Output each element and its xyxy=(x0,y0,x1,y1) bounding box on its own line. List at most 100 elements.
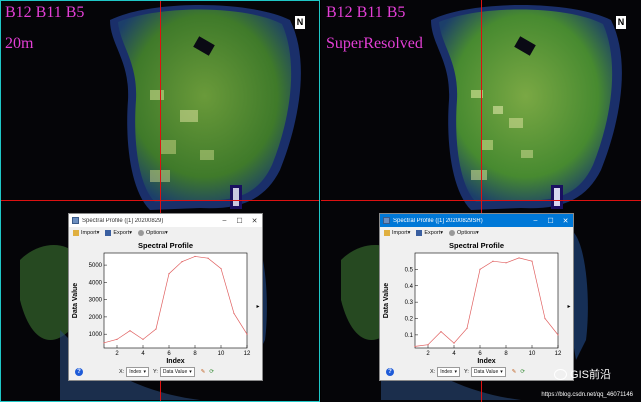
profile-point xyxy=(155,328,157,330)
profile-point xyxy=(220,267,222,270)
band-combination-label: B12 B11 B5 xyxy=(326,4,406,21)
profile-point xyxy=(103,342,105,344)
x-axis-prefix: X: xyxy=(430,369,436,375)
help-icon[interactable]: ? xyxy=(75,368,83,376)
profile-point xyxy=(453,342,455,344)
profile-point xyxy=(414,345,416,347)
band-combination-label: B12 B11 B5 xyxy=(5,4,85,21)
close-icon[interactable]: ✕ xyxy=(562,217,569,225)
wechat-watermark: GIS前沿 xyxy=(554,366,611,382)
export-label: Export▾ xyxy=(424,230,444,236)
x-axis-select[interactable]: Index ▾ xyxy=(126,367,149,377)
profile-series-line xyxy=(103,256,248,344)
pencil-icon[interactable]: ✎ xyxy=(511,369,517,375)
export-menu[interactable]: Export▾ xyxy=(105,230,132,236)
y-tick-label: 0.1 xyxy=(405,333,414,339)
profile-point xyxy=(207,257,209,259)
window-titlebar[interactable]: Spectral Profile ([1] 20200829) – ☐ ✕ xyxy=(69,214,262,227)
spectral-profile-window-right[interactable]: Spectral Profile ([1] 20200829SR) – ☐ ✕ … xyxy=(379,213,574,381)
y-tick-label: 3000 xyxy=(89,298,103,304)
import-label: Import▾ xyxy=(392,230,411,236)
minimize-icon[interactable]: – xyxy=(533,217,538,224)
close-icon[interactable]: ✕ xyxy=(251,217,258,225)
x-tick-label: 4 xyxy=(141,351,145,357)
plot-area xyxy=(414,252,559,349)
spectral-profile-plot[interactable]: 2 4 6 8 10 12 0.1 0.2 0.3 0.4 0.5 Index Data Value xyxy=(380,249,573,367)
y-tick-label: 0.2 xyxy=(405,317,414,323)
y-tick-label: 4000 xyxy=(89,280,103,286)
axis-selector-bar: ? X: Index ▾ Y: Data Value ▾ ✎ ⟳ xyxy=(69,366,262,378)
x-tick-label: 4 xyxy=(452,351,456,357)
help-icon[interactable]: ? xyxy=(386,368,394,376)
profile-point xyxy=(544,317,546,320)
refresh-icon[interactable]: ⟳ xyxy=(209,369,214,375)
x-tick-label: 6 xyxy=(167,351,171,357)
profile-point xyxy=(194,255,196,258)
options-label: Options▾ xyxy=(457,230,479,236)
url-watermark: https://blog.csdn.net/qq_46071146 xyxy=(541,392,633,398)
profile-point xyxy=(557,334,559,336)
export-menu[interactable]: Export▾ xyxy=(416,230,443,236)
y-axis-select[interactable]: Data Value ▾ xyxy=(470,367,506,377)
y-axis-prefix: Y: xyxy=(152,369,158,375)
window-title: Spectral Profile ([1] 20200829SR) xyxy=(393,217,483,224)
profile-point xyxy=(233,312,235,315)
y-select-value: Data Value xyxy=(162,369,188,375)
y-axis-label: Data Value xyxy=(72,283,79,319)
profile-series-line xyxy=(414,257,559,347)
plot-title: Spectral Profile xyxy=(448,241,505,250)
window-titlebar[interactable]: Spectral Profile ([1] 20200829SR) – ☐ ✕ xyxy=(380,214,573,227)
y-axis-prefix: Y: xyxy=(463,369,469,375)
spectral-profile-plot[interactable]: 2 4 6 8 10 12 1000 2000 3000 4000 5000 Index Data Va… xyxy=(69,249,262,367)
x-tick-label: 12 xyxy=(244,351,251,357)
app-icon xyxy=(72,217,79,224)
import-menu[interactable]: Import▾ xyxy=(73,230,99,236)
expand-arrow-icon[interactable]: ▸ xyxy=(254,300,262,314)
import-label: Import▾ xyxy=(81,230,100,236)
y-axis-select[interactable]: Data Value ▾ xyxy=(159,367,195,377)
folder-icon xyxy=(384,230,390,236)
profile-point xyxy=(518,257,520,259)
app-icon xyxy=(383,217,390,224)
chevron-down-icon: ▾ xyxy=(189,369,192,375)
x-tick-label: 10 xyxy=(529,351,536,357)
y-axis-label: Data Value xyxy=(383,283,390,319)
profile-point xyxy=(466,327,468,329)
y-tick-label: 0.4 xyxy=(405,284,414,290)
toolbar: Import▾ Export▾ Options▾ xyxy=(69,227,262,239)
x-axis-select[interactable]: Index ▾ xyxy=(437,367,460,377)
options-menu[interactable]: Options▾ xyxy=(449,230,479,236)
spectral-profile-window-left[interactable]: Spectral Profile ([1] 20200829) – ☐ ✕ Im… xyxy=(68,213,263,381)
profile-point xyxy=(440,331,442,333)
profile-point xyxy=(116,338,118,340)
left-image-view[interactable]: B12 B11 B5 20m N xyxy=(0,0,320,402)
profile-point xyxy=(479,268,481,270)
pencil-icon[interactable]: ✎ xyxy=(200,369,206,375)
x-select-value: Index xyxy=(440,369,453,375)
crosshair-vertical xyxy=(481,0,482,402)
maximize-icon[interactable]: ☐ xyxy=(236,217,243,225)
export-label: Export▾ xyxy=(113,230,133,236)
resolution-label: SuperResolved xyxy=(326,35,423,52)
options-label: Options▾ xyxy=(146,230,168,236)
x-tick-label: 8 xyxy=(504,351,508,357)
x-axis-label: Index xyxy=(166,358,184,365)
profile-point xyxy=(427,344,429,346)
import-menu[interactable]: Import▾ xyxy=(384,230,410,236)
profile-point xyxy=(129,330,131,332)
minimize-icon[interactable]: – xyxy=(222,217,227,224)
chevron-down-icon: ▾ xyxy=(454,369,457,375)
refresh-icon[interactable]: ⟳ xyxy=(520,369,525,375)
profile-point xyxy=(142,338,144,340)
north-arrow-icon: N xyxy=(295,16,305,29)
y-select-value: Data Value xyxy=(473,369,499,375)
profile-point xyxy=(168,273,170,275)
plot-title: Spectral Profile xyxy=(137,241,194,250)
options-menu[interactable]: Options▾ xyxy=(138,230,168,236)
gear-icon xyxy=(449,230,456,236)
x-axis-label: Index xyxy=(477,358,495,365)
maximize-icon[interactable]: ☐ xyxy=(547,217,554,225)
expand-arrow-icon[interactable]: ▸ xyxy=(565,300,573,314)
north-arrow-icon: N xyxy=(616,16,626,29)
folder-icon xyxy=(73,230,79,236)
